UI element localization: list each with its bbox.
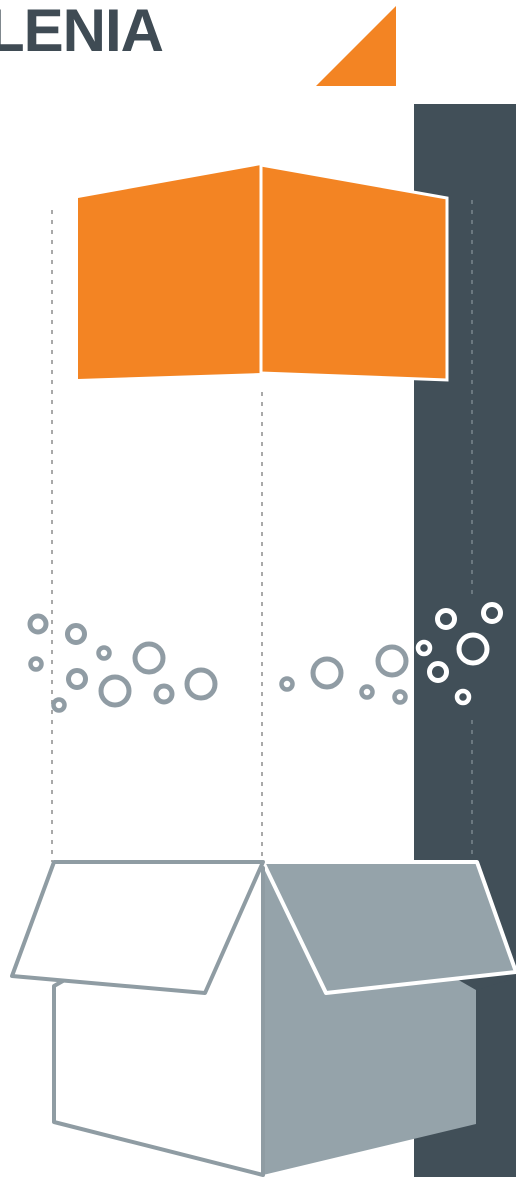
bubble — [65, 623, 87, 645]
orange-folded-panel-icon — [78, 163, 449, 382]
bubble — [153, 683, 175, 705]
bubble — [375, 644, 409, 678]
bubble — [132, 641, 166, 675]
circle-bubbles-icon — [27, 613, 409, 713]
bubble — [456, 632, 490, 666]
open-box-icon — [10, 860, 516, 1177]
bubble — [454, 688, 472, 706]
bubble — [66, 668, 88, 690]
bubble — [427, 661, 449, 683]
bubble — [51, 697, 67, 713]
bubble — [435, 608, 457, 630]
bubble — [481, 602, 503, 624]
bubble — [415, 639, 433, 657]
orange-triangle-icon — [316, 6, 396, 86]
bubble — [310, 656, 344, 690]
bubble — [98, 674, 132, 708]
bubble — [184, 667, 218, 701]
bubble — [96, 645, 112, 661]
bubble — [359, 684, 375, 700]
guide-lines — [51, 200, 473, 862]
brand-title: LENIA — [0, 0, 164, 64]
bubble — [28, 656, 44, 672]
bubble — [279, 676, 295, 692]
white-bubbles-icon — [415, 602, 503, 706]
bubble — [392, 689, 408, 705]
bubble — [27, 613, 49, 635]
